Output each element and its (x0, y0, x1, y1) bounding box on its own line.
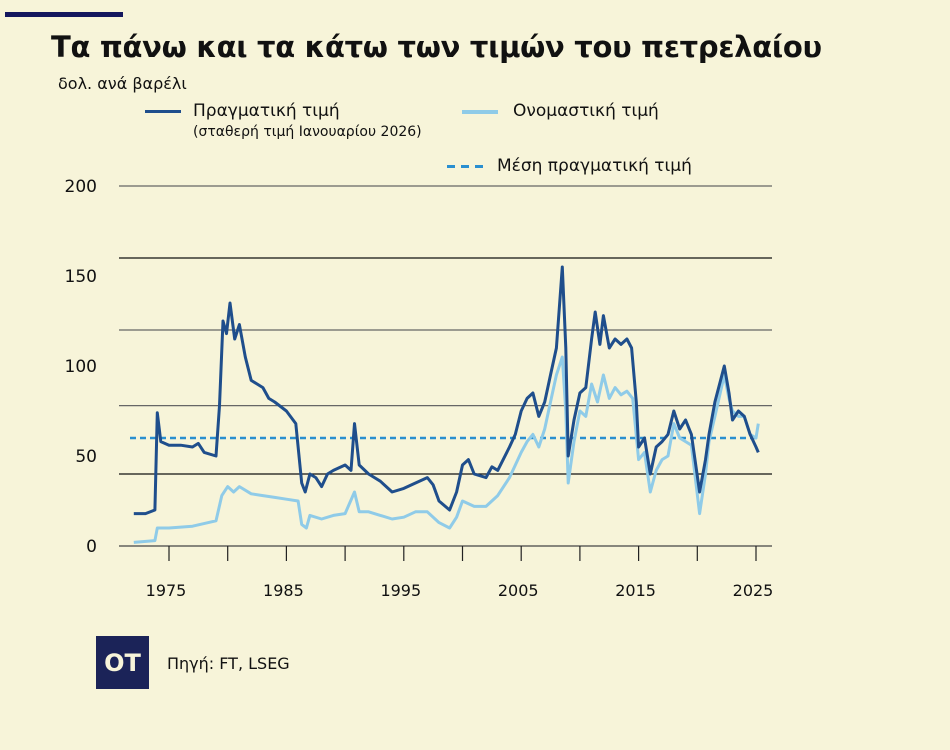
ot-logo: OT (96, 636, 149, 689)
legend-swatch-nominal (462, 110, 498, 114)
x-tick-label: 1985 (263, 581, 304, 600)
y-tick-label: 100 (65, 357, 97, 377)
y-tick-label: 200 (65, 177, 97, 197)
y-tick-label: 150 (65, 267, 97, 287)
x-tick-label: 1975 (146, 581, 187, 600)
legend-label-nominal: Ονομαστική τιμή (513, 101, 659, 121)
legend-swatch-mean (447, 165, 487, 168)
series-real-price (133, 265, 760, 516)
logo-text: OT (104, 648, 141, 677)
series-nominal-price (133, 355, 760, 544)
top-accent-bar (5, 12, 123, 17)
legend-label-real: Πραγματική τιμή (193, 101, 340, 121)
legend-sublabel-real: (σταθερή τιμή Ιανουαρίου 2026) (193, 124, 422, 140)
x-tick-label: 2025 (733, 581, 774, 600)
source-note: Πηγή: FT, LSEG (167, 654, 290, 673)
y-tick-label: 0 (86, 537, 97, 557)
chart-title: Τα πάνω και τα κάτω των τιμών του πετρελ… (51, 30, 822, 64)
y-tick-label: 50 (75, 447, 97, 467)
legend-swatch-real (145, 110, 181, 113)
y-axis-unit-label: δολ. ανά βαρέλι (58, 74, 187, 93)
legend-label-mean: Μέση πραγματική τιμή (497, 156, 692, 176)
x-tick-label: 2015 (615, 581, 656, 600)
x-tick-label: 1995 (380, 581, 421, 600)
x-tick-label: 2005 (498, 581, 539, 600)
